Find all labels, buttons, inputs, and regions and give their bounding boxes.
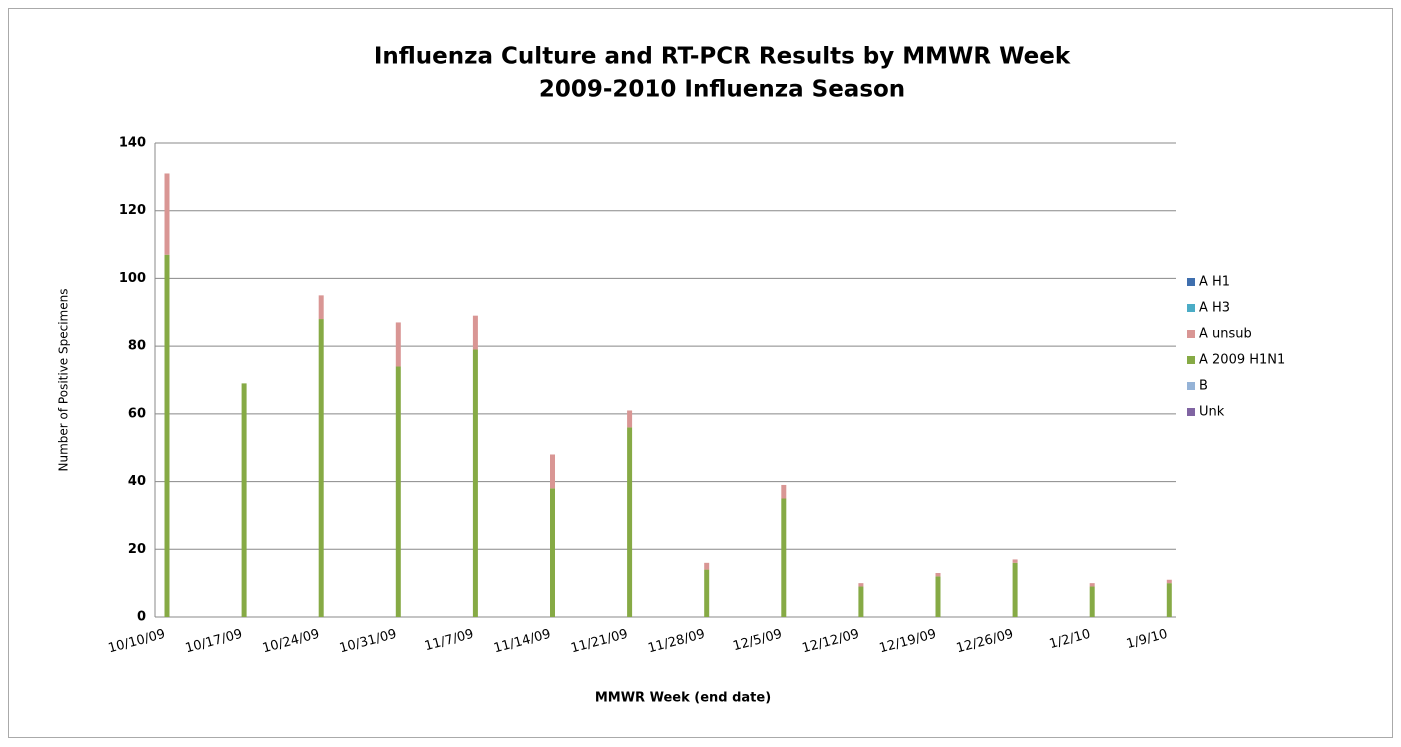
bar-segment bbox=[627, 427, 633, 617]
bar-segment bbox=[704, 569, 710, 617]
y-tick-label: 80 bbox=[128, 339, 146, 354]
bar-segment bbox=[1012, 559, 1018, 563]
bar-segment bbox=[472, 349, 478, 617]
bar-segment bbox=[1166, 579, 1172, 584]
y-tick-label: 60 bbox=[128, 406, 146, 421]
bar-segment bbox=[395, 366, 401, 617]
y-tick-label: 0 bbox=[137, 610, 146, 625]
bar-segment bbox=[1089, 586, 1095, 617]
y-tick-label: 140 bbox=[119, 136, 146, 151]
bar-segment bbox=[318, 319, 324, 617]
y-tick-label: 40 bbox=[128, 474, 146, 489]
y-tick-label: 20 bbox=[128, 542, 146, 557]
bar-segment bbox=[781, 484, 787, 499]
bar-segment bbox=[318, 295, 324, 320]
legend-label: A unsub bbox=[1199, 327, 1252, 342]
legend-swatch bbox=[1187, 304, 1195, 312]
y-tick-label: 120 bbox=[119, 203, 146, 218]
bar-segment bbox=[395, 322, 401, 367]
bar-segment bbox=[164, 254, 170, 617]
bar-segment bbox=[1166, 583, 1172, 617]
bar-segment bbox=[472, 315, 478, 350]
chart-border bbox=[8, 8, 1393, 738]
bar-segment bbox=[1012, 562, 1018, 617]
bar-segment bbox=[781, 498, 787, 617]
legend-label: A 2009 H1N1 bbox=[1199, 353, 1285, 368]
y-axis-title: Number of Positive Specimens bbox=[57, 289, 71, 472]
y-tick-label: 100 bbox=[119, 271, 146, 286]
legend-label: A H1 bbox=[1199, 275, 1230, 290]
legend-swatch bbox=[1187, 278, 1195, 286]
legend-swatch bbox=[1187, 330, 1195, 338]
bar-segment bbox=[935, 576, 941, 617]
bar-segment bbox=[858, 586, 864, 617]
bar-segment bbox=[935, 572, 941, 577]
bar-segment bbox=[164, 173, 170, 255]
legend-swatch bbox=[1187, 382, 1195, 390]
bar-segment bbox=[627, 410, 633, 428]
legend-label: Unk bbox=[1199, 405, 1225, 420]
legend-swatch bbox=[1187, 408, 1195, 416]
legend-swatch bbox=[1187, 356, 1195, 364]
bar-segment bbox=[858, 583, 864, 587]
x-axis-title: MMWR Week (end date) bbox=[595, 691, 771, 706]
chart-subtitle: 2009-2010 Influenza Season bbox=[539, 77, 905, 103]
legend-label: B bbox=[1199, 379, 1208, 394]
legend-label: A H3 bbox=[1199, 301, 1230, 316]
bar-segment bbox=[550, 454, 555, 489]
bar-segment bbox=[550, 488, 555, 617]
bar-segment bbox=[704, 562, 710, 570]
chart-title: Influenza Culture and RT-PCR Results by … bbox=[374, 44, 1071, 70]
bar-segment bbox=[1089, 583, 1095, 587]
bar-segment bbox=[241, 383, 247, 617]
